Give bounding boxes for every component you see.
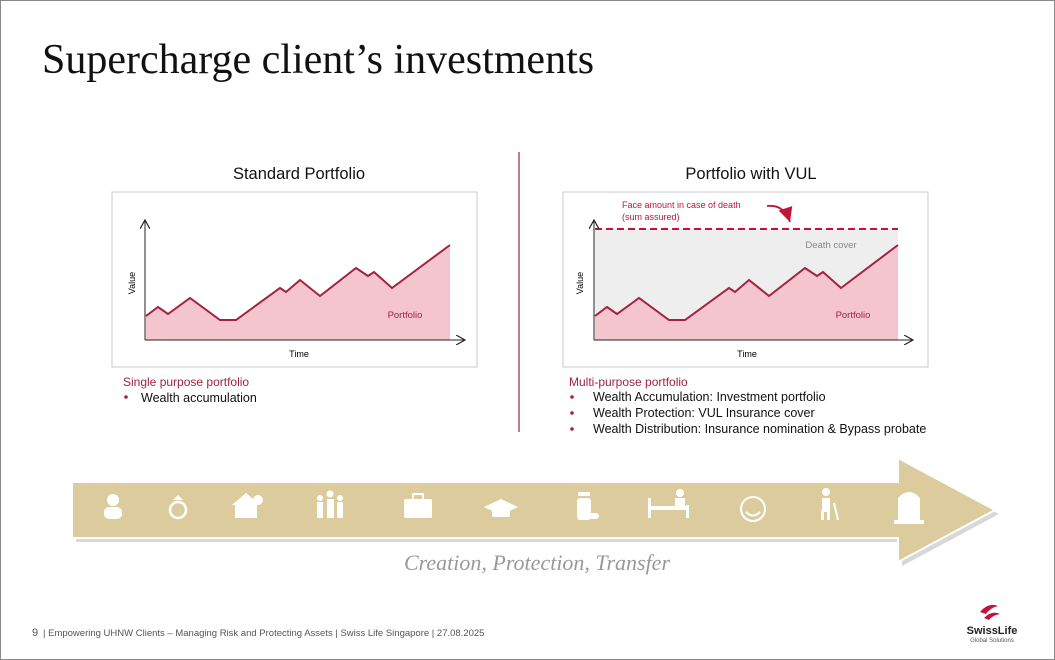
bullet-text: Wealth Accumulation: Investment portfoli… [593, 390, 826, 404]
bullet-text: Wealth Distribution: Insurance nominatio… [593, 422, 926, 436]
bullet [570, 411, 574, 415]
panel-heading: Single purpose portfolio [123, 375, 249, 389]
portfolio-line [594, 244, 899, 321]
panel-title: Standard Portfolio [233, 165, 365, 183]
panel-heading: Multi-purpose portfolio [569, 375, 688, 389]
area-label: Portfolio [836, 310, 871, 321]
banner-caption: Creation, Protection, Transfer [404, 550, 670, 575]
slide-title: Supercharge client’s investments [42, 37, 594, 83]
panel-title: Portfolio with VUL [685, 165, 816, 183]
bullet-text: Wealth accumulation [141, 391, 257, 405]
logo-mark [984, 612, 1000, 620]
annotation-arrow [766, 204, 793, 223]
cover-label: Death cover [805, 240, 856, 251]
footer-text: | Empowering UHNW Clients – Managing Ris… [43, 628, 484, 639]
axis-label: Value [127, 272, 137, 294]
axis-label: Time [737, 349, 757, 359]
portfolio-line [145, 244, 451, 321]
logo-name: SwissLife [967, 625, 1018, 637]
area-label: Portfolio [388, 310, 423, 321]
bullet [124, 395, 128, 399]
bullet [570, 427, 574, 431]
life-stage-arrow [71, 456, 998, 564]
page-number: 9 [32, 627, 38, 639]
portfolio-area [595, 245, 898, 340]
logo-mark [980, 604, 998, 614]
annotation: Face amount in case of death [622, 200, 741, 210]
bullet-text: Wealth Protection: VUL Insurance cover [593, 406, 815, 420]
annotation: (sum assured) [622, 212, 680, 222]
portfolio-area [146, 245, 450, 340]
bullet [570, 395, 574, 399]
axis-label: Value [575, 272, 585, 294]
life-icons [104, 488, 924, 524]
logo-tagline: Global Solutions [970, 638, 1014, 644]
axis-label: Time [289, 349, 309, 359]
